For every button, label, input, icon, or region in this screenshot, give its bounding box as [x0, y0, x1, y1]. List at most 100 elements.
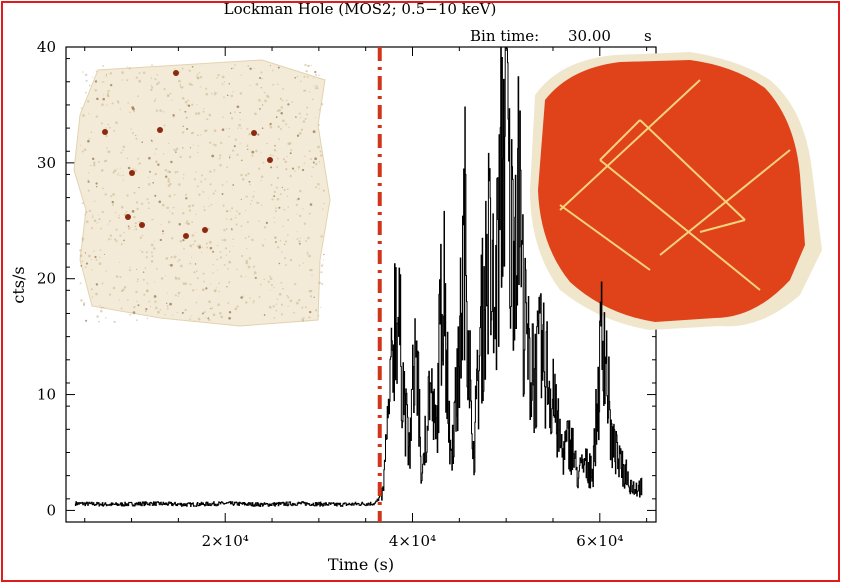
inset-speckle	[225, 218, 228, 220]
inset-speckle	[279, 97, 282, 100]
inset-speckle	[85, 79, 88, 82]
inset-speckle	[196, 76, 200, 80]
inset-speckle	[283, 188, 286, 192]
inset-speckle	[95, 185, 98, 188]
inset-speckle	[216, 258, 219, 261]
inset-speckle	[95, 258, 98, 261]
inset-speckle	[212, 272, 214, 274]
inset-speckle	[235, 223, 238, 226]
inset-speckle	[169, 302, 172, 306]
inset-speckle	[251, 199, 253, 202]
inset-speckle	[275, 309, 278, 312]
inset-speckle	[318, 188, 320, 190]
bin-time-unit: s	[644, 27, 652, 45]
inset-speckle	[94, 255, 97, 259]
inset-speckle	[200, 180, 203, 183]
inset-speckle	[309, 203, 313, 206]
inset-speckle	[319, 150, 322, 153]
inset-speckle	[170, 160, 173, 164]
inset-speckle	[140, 202, 144, 205]
inset-speckle	[177, 291, 181, 295]
inset-speckle	[278, 138, 280, 140]
inset-speckle	[88, 172, 90, 174]
inset-speckle	[100, 227, 102, 230]
inset-speckle	[162, 110, 165, 113]
inset-speckle	[150, 139, 153, 142]
inset-speckle	[117, 216, 120, 219]
inset-speckle	[261, 244, 265, 247]
inset-speckle	[269, 65, 271, 67]
inset-speckle	[133, 306, 136, 309]
inset-speckle	[186, 104, 188, 106]
inset-speckle	[240, 225, 243, 228]
inset-speckle	[122, 145, 126, 149]
inset-speckle	[236, 305, 239, 308]
inset-speckle	[213, 289, 217, 293]
inset-speckle	[156, 73, 159, 76]
inset-speckle	[300, 117, 302, 119]
inset-speckle	[258, 220, 260, 222]
inset-speckle	[258, 99, 261, 102]
inset-speckle	[253, 273, 255, 275]
inset-speckle	[302, 120, 306, 123]
x-axis-title: Time (s)	[328, 555, 394, 574]
inset-speckle	[206, 129, 208, 132]
inset-speckle	[197, 145, 199, 147]
inset-speckle	[226, 94, 229, 96]
inset-speckle	[323, 202, 325, 205]
inset-speckle	[273, 195, 276, 198]
inset-speckle	[117, 102, 120, 104]
inset-speckle	[219, 163, 222, 167]
inset-speckle	[177, 260, 179, 263]
inset-speckle	[282, 88, 284, 90]
inset-speckle	[249, 67, 252, 71]
inset-speckle	[168, 264, 170, 266]
inset-speckle	[168, 194, 172, 198]
inset-speckle	[184, 282, 188, 285]
inset-speckle	[169, 92, 172, 95]
inset-speckle	[99, 256, 101, 258]
inset-speckle	[304, 117, 307, 120]
inset-speckle	[190, 131, 194, 135]
inset-speckle	[182, 177, 185, 180]
inset-speckle	[317, 183, 320, 186]
inset-speckle	[183, 173, 185, 176]
inset-speckle	[185, 116, 188, 119]
inset-speckle	[130, 107, 132, 109]
inset-speckle	[189, 244, 193, 248]
inset-speckle	[286, 188, 289, 190]
inset-speckle	[295, 301, 299, 305]
inset-speckle	[251, 154, 254, 157]
inset-speckle	[181, 96, 185, 100]
inset-speckle	[162, 153, 165, 155]
inset-speckle	[285, 123, 288, 126]
inset-speckle	[138, 163, 140, 165]
inset-speckle	[114, 238, 117, 241]
inset-speckle	[184, 110, 187, 113]
inset-speckle	[136, 207, 139, 211]
inset-speckle	[317, 314, 320, 317]
inset-speckle	[109, 234, 113, 237]
bin-time-label: Bin time:	[470, 27, 539, 45]
inset-speckle	[228, 260, 232, 264]
inset-speckle	[202, 110, 205, 113]
inset-speckle	[205, 287, 208, 290]
inset-speckle	[95, 292, 98, 296]
inset-speckle	[197, 151, 199, 154]
inset-speckle	[107, 89, 110, 93]
inset-speckle	[301, 306, 304, 309]
inset-speckle	[196, 185, 198, 187]
inset-speckle	[197, 112, 201, 115]
y-axis-title: cts/s	[9, 266, 28, 303]
inset-speckle	[247, 65, 250, 67]
inset-speckle	[164, 168, 168, 172]
inset-speckle	[95, 283, 99, 286]
inset-speckle	[147, 207, 150, 210]
inset-source	[139, 222, 145, 228]
inset-speckle	[294, 282, 297, 286]
inset-speckle	[127, 299, 129, 302]
inset-speckle	[260, 71, 263, 74]
inset-speckle	[79, 283, 81, 285]
inset-speckle	[111, 102, 114, 105]
inset-speckle	[303, 162, 305, 164]
